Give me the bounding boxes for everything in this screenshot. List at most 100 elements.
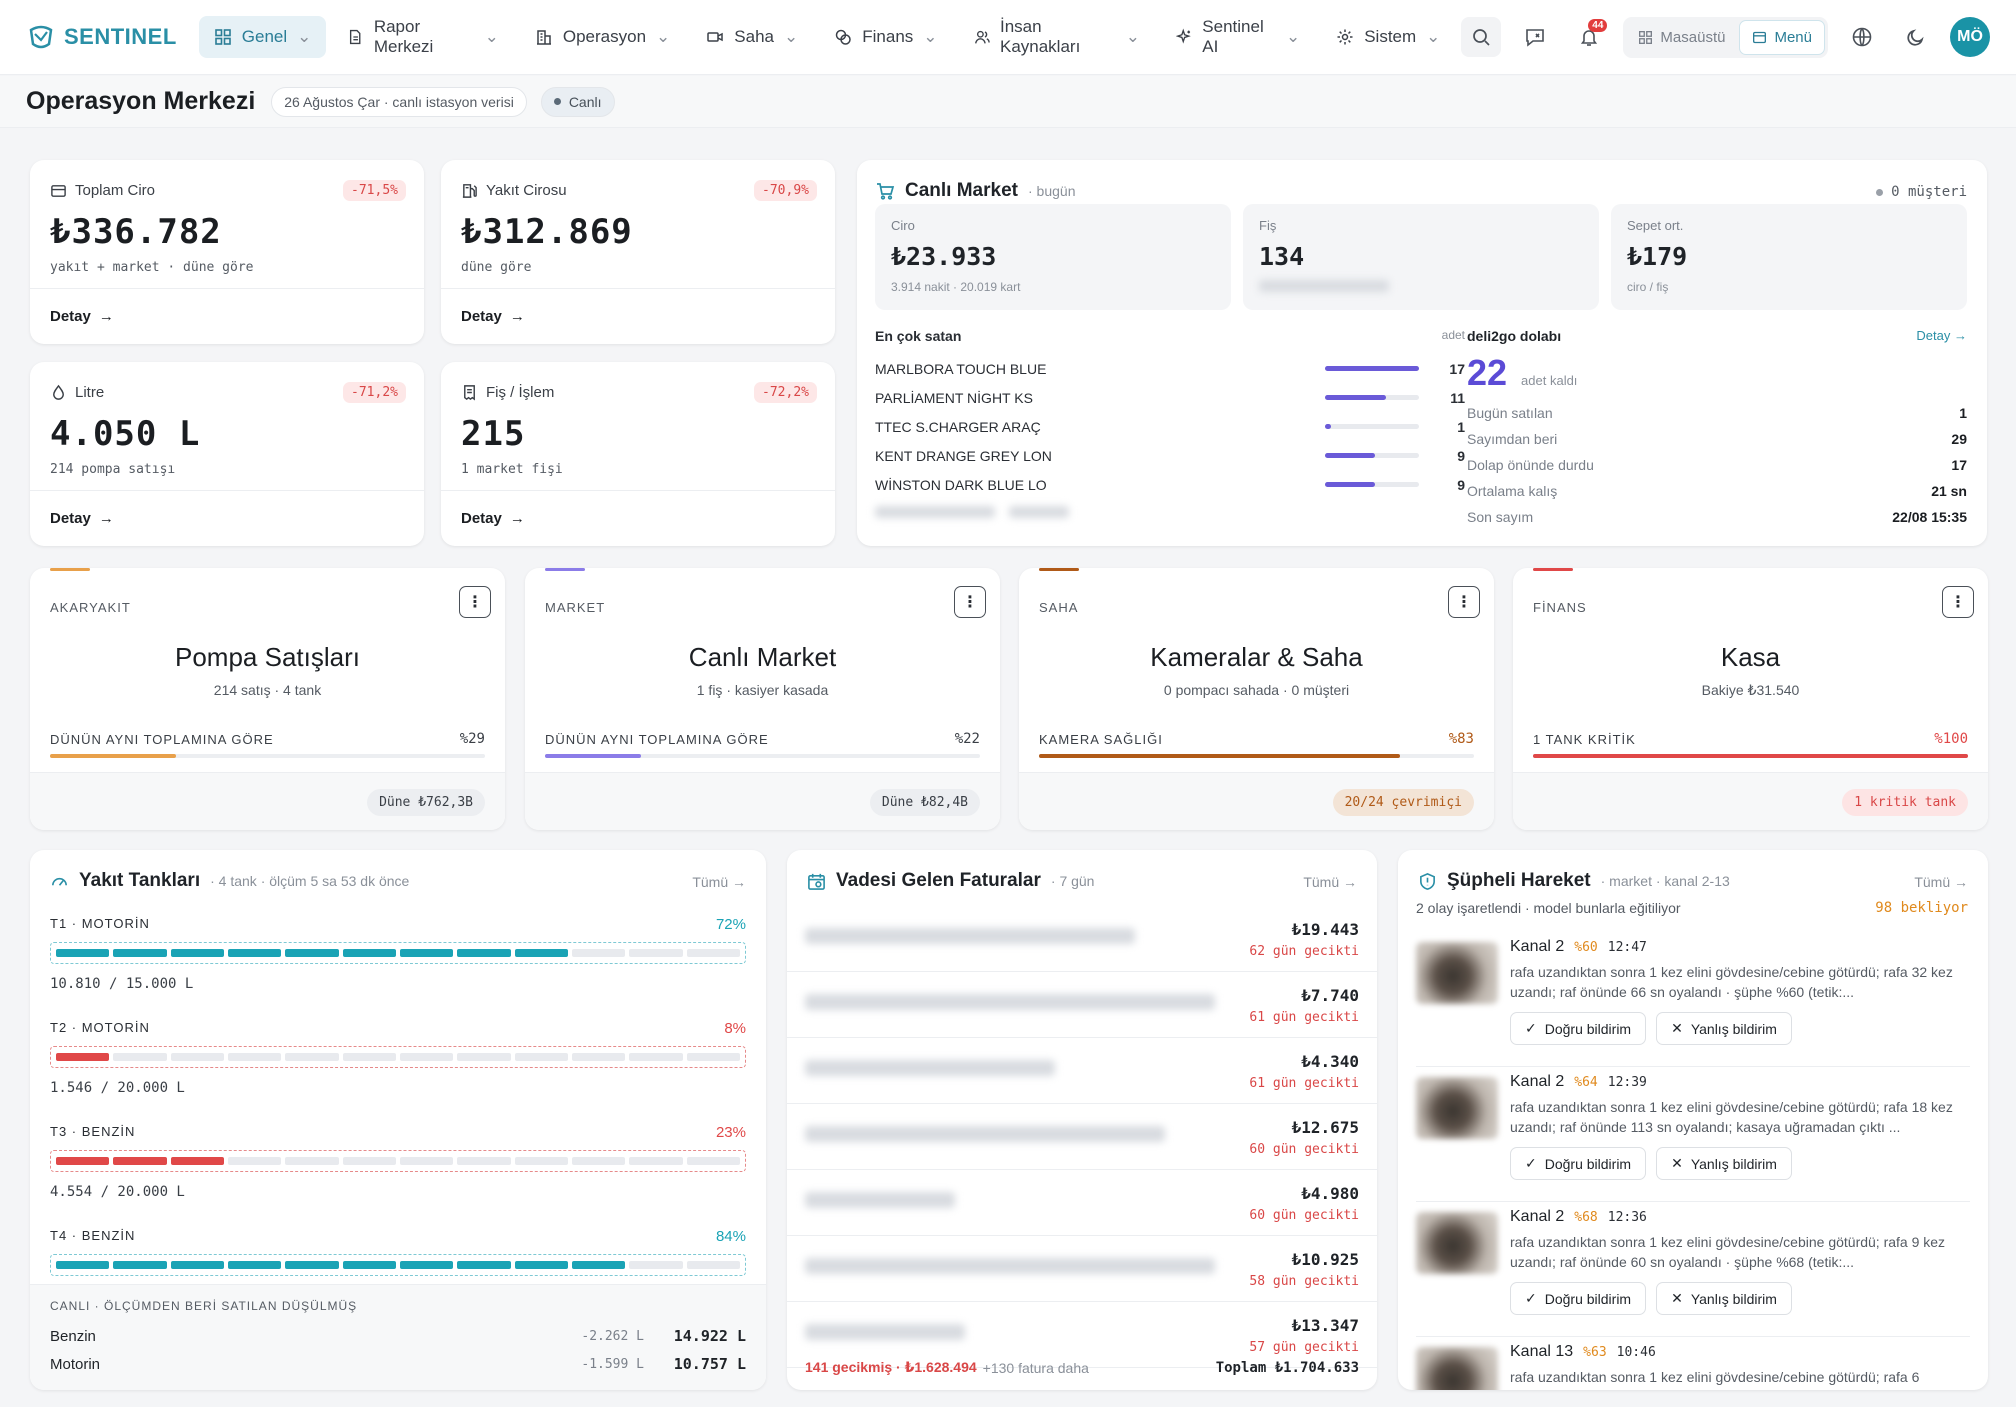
module-card-akaryakit[interactable]: AKARYAKIT ⋮ Pompa Satışları 214 satış · 4 t… [30, 568, 505, 830]
fuel-delta: -2.262 L [581, 1328, 644, 1344]
grid-icon [214, 29, 231, 45]
more-options-button[interactable]: ⋮ [1942, 586, 1974, 618]
search-icon [1473, 29, 1491, 46]
invoices-all-link[interactable]: Tümü → [1303, 874, 1357, 890]
module-status-pill: Düne ₺82,4B [869, 789, 980, 816]
nav-genel[interactable]: Genel ⌄ [198, 16, 327, 58]
deli-detail-link[interactable]: Detay → [1916, 328, 1967, 343]
moon-icon [1907, 29, 1924, 46]
metric-fill [50, 754, 177, 758]
deli-stock-value: 22 [1467, 352, 1508, 393]
tank-segment [113, 949, 167, 957]
deli2go-fridge: deli2go dolabı Detay → 22 adet kaldı Bugün… [1467, 328, 1967, 530]
tank-segment [629, 949, 683, 957]
tanks-all-link[interactable]: Tümü → [692, 874, 746, 890]
theme-toggle-button[interactable] [1896, 17, 1936, 57]
nav-sentinel-ai[interactable]: Sentinel AI ⌄ [1161, 16, 1315, 58]
more-options-button[interactable]: ⋮ [954, 586, 986, 618]
close-icon: ✕ [1671, 1290, 1683, 1306]
nav-sistem[interactable]: Sistem ⌄ [1321, 16, 1455, 58]
view-menu-button[interactable]: Menü [1739, 19, 1825, 55]
tank-row[interactable]: T4 · BENZİN 84% [50, 1228, 746, 1328]
invoice-row[interactable]: ₺4.980 60 gün gecikti [787, 1170, 1377, 1236]
top-sellers-title: En çok satan [875, 328, 962, 344]
language-button[interactable] [1842, 17, 1882, 57]
chevron-down-icon: ⌄ [297, 27, 312, 46]
tank-segment [571, 949, 626, 957]
deli-stat-label: Dolap önünde durdu [1467, 457, 1594, 473]
window-icon [1753, 31, 1767, 43]
module-card-fi̇nans[interactable]: FİNANS ⋮ Kasa Bakiye ₺31.540 1 TANK KRİTİK %1… [1513, 568, 1988, 830]
nav-rapor-merkezi[interactable]: Rapor Merkezi ⌄ [332, 16, 513, 58]
tank-row[interactable]: T1 · MOTORİN 72% 10.810 / 15.000 L [50, 916, 746, 1016]
camera-snapshot[interactable] [1416, 942, 1498, 1004]
kpi-card-receipts: Fiş / İşlem -72,2% 215 1 market fişi Det… [441, 362, 835, 546]
camera-snapshot[interactable] [1416, 1347, 1498, 1390]
invoice-overdue: 60 gün gecikti [1249, 1142, 1359, 1157]
invoice-row[interactable]: ₺7.740 61 gün gecikti [787, 972, 1377, 1038]
tank-segment [342, 949, 396, 957]
tank-segment [227, 1053, 282, 1061]
module-desc: 214 satış · 4 tank [213, 682, 322, 698]
event-header: Kanal 13 %63 10:46 [1510, 1343, 1656, 1361]
confirm-alert-button[interactable]: ✓ Doğru bildirim [1510, 1012, 1647, 1045]
module-footer: 1 kritik tank [1513, 772, 1988, 830]
messages-button[interactable] [1515, 17, 1555, 57]
logo[interactable]: SENTINEL [26, 22, 177, 52]
tank-segment [170, 1053, 224, 1061]
module-card-saha[interactable]: SAHA ⋮ Kameralar & Saha 0 pompacı sahada · … [1019, 568, 1494, 830]
reject-alert-button[interactable]: ✕ Yanlış bildirim [1656, 1012, 1792, 1045]
suspicious-event: Kanal 13 %63 10:46 rafa uzandıktan sonra 1 … [1416, 1337, 1970, 1390]
kpi-head: Fiş / İşlem [461, 384, 554, 401]
redacted-text [1259, 280, 1389, 292]
reject-alert-button[interactable]: ✕ Yanlış bildirim [1656, 1282, 1792, 1315]
product-bar [1325, 482, 1419, 487]
invoice-row[interactable]: ₺12.675 60 gün gecikti [787, 1104, 1377, 1170]
view-desktop-button[interactable]: Masaüstü [1626, 20, 1737, 55]
nav-insan-kaynaklari[interactable]: İnsan Kaynakları ⌄ [959, 16, 1155, 58]
confirm-alert-button[interactable]: ✓ Doğru bildirim [1510, 1147, 1647, 1180]
deli-stat-row: Ortalama kalış 21 sn [1467, 478, 1967, 504]
fuel-name: Motorin [50, 1355, 101, 1373]
module-card-market[interactable]: MARKET ⋮ Canlı Market 1 fiş · kasiyer kasad… [525, 568, 1000, 830]
invoice-row[interactable]: ₺4.340 61 gün gecikti [787, 1038, 1377, 1104]
search-button[interactable] [1461, 17, 1502, 57]
logo-text: SENTINEL [64, 24, 177, 49]
kpi-detail-link[interactable]: Detay → [441, 288, 835, 344]
kpi-card-litre: Litre -71,2% 4.050 L 214 pompa satışı De… [30, 362, 424, 546]
kpi-label: Litre [75, 384, 105, 401]
kpi-detail-link[interactable]: Detay → [30, 490, 424, 546]
nav-finans[interactable]: Finans ⌄ [819, 16, 952, 58]
kpi-value: 215 [461, 414, 526, 454]
camera-snapshot[interactable] [1416, 1077, 1498, 1139]
tank-row[interactable]: T3 · BENZİN 23% 4.554 / 20.000 L [50, 1124, 746, 1224]
suspicious-all-link[interactable]: Tümü → [1914, 874, 1968, 890]
kpi-sub: 1 market fişi [461, 462, 563, 477]
kpi-detail-link[interactable]: Detay → [441, 490, 835, 546]
more-invoices[interactable]: +130 fatura daha [982, 1359, 1089, 1376]
more-options-button[interactable]: ⋮ [1448, 586, 1480, 618]
confirm-alert-button[interactable]: ✓ Doğru bildirim [1510, 1282, 1647, 1315]
invoice-row[interactable]: ₺13.347 57 gün gecikti [787, 1302, 1377, 1368]
product-name: TTEC S.CHARGER ARAÇ [875, 418, 1041, 435]
redacted-row [875, 505, 1465, 523]
top-sellers-list: MARLBORA TOUCH BLUE 17 PARLİAMENT NİGHT KS… [875, 354, 1465, 499]
nav-saha[interactable]: Saha ⌄ [691, 16, 813, 58]
view-menu-label: Menü [1774, 28, 1812, 46]
deli-stat-label: Bugün satılan [1467, 405, 1553, 421]
nav-operasyon[interactable]: Operasyon ⌄ [520, 16, 685, 58]
tank-row[interactable]: T2 · MOTORİN 8% 1.546 / 20.000 L [50, 1020, 746, 1120]
camera-snapshot[interactable] [1416, 1212, 1498, 1274]
more-options-button[interactable]: ⋮ [459, 586, 491, 618]
event-channel: Kanal 13 [1510, 1343, 1574, 1360]
reject-alert-button[interactable]: ✕ Yanlış bildirim [1656, 1147, 1792, 1180]
tank-segments [56, 949, 740, 957]
kpi-detail-link[interactable]: Detay → [30, 288, 424, 344]
chevron-down-icon: ⌄ [656, 27, 671, 46]
notifications-button[interactable]: 44 [1569, 17, 1609, 57]
invoice-row[interactable]: ₺19.443 62 gün gecikti [787, 906, 1377, 972]
confirm-label: Doğru bildirim [1544, 1290, 1632, 1307]
invoice-row[interactable]: ₺10.925 58 gün gecikti [787, 1236, 1377, 1302]
avatar[interactable]: MÖ [1950, 17, 1990, 57]
product-name: PARLİAMENT NİGHT KS [875, 389, 1033, 406]
